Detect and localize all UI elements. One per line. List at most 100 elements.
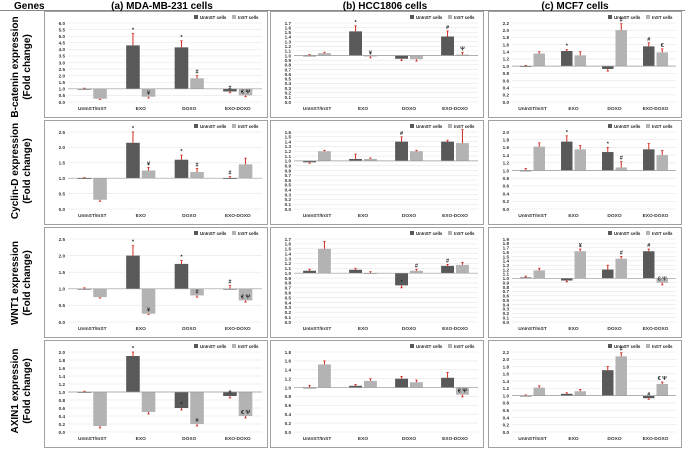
y-tick-label: 1.1: [285, 49, 292, 54]
y-tick-label: 2.0: [59, 253, 66, 258]
chart-panel-wnt1-mda-mb-231: 0.0 0.5 1.0 1.5 2.0 2.5 UnInST cells InST cells…: [44, 227, 268, 338]
significance-marker: *: [180, 402, 183, 408]
bar-inst-exo: [574, 149, 586, 171]
significance-marker: *: [400, 279, 403, 285]
bar-uninst-exo-doxo: [223, 88, 237, 92]
bar-uninst-doxo: [395, 55, 408, 59]
y-tick-label: 0.1: [285, 95, 292, 100]
row-label-line-2: (Fold change): [22, 34, 33, 100]
y-tick-label: 0.1: [285, 315, 292, 320]
y-tick-label: 3.0: [59, 60, 66, 65]
y-tick-label: 0.6: [503, 184, 510, 189]
y-tick-label: 0.0: [59, 320, 66, 325]
y-tick-label: 1.6: [285, 359, 292, 364]
legend-swatch-uninst: [194, 15, 198, 19]
y-tick-label: 1.2: [503, 386, 510, 391]
legend-swatch-uninst: [410, 124, 414, 128]
header-row: Genes (a) MDA-MB-231 cells (b) HCC1806 c…: [0, 1, 685, 12]
y-tick-label: 1.3: [285, 144, 292, 149]
bar-uninst-uninst-inst: [520, 277, 532, 279]
bar-inst-exo-doxo: [238, 88, 253, 96]
legend-swatch-uninst: [608, 344, 612, 348]
bar-inst-exo-doxo: [456, 143, 469, 161]
y-tick-label: 0.8: [59, 398, 66, 403]
bar-uninst-exo: [126, 142, 140, 179]
bar-uninst-doxo: [602, 269, 614, 279]
x-tick-label: EXO: [568, 326, 578, 332]
panel-border: [44, 11, 268, 118]
bar-inst-exo: [141, 392, 156, 412]
y-tick-label: 1.6: [285, 25, 292, 30]
significance-marker: #: [196, 289, 199, 295]
x-tick-label: EXO: [568, 106, 578, 112]
y-tick-label: 1.2: [285, 376, 292, 381]
x-tick-label: UnInST/InST: [78, 326, 107, 332]
significance-marker: #: [647, 37, 650, 43]
y-tick-label: 1.4: [285, 35, 292, 40]
significance-marker: #: [647, 392, 650, 398]
significance-marker: #: [647, 243, 650, 249]
legend: UnInST cells InST cells: [194, 15, 259, 20]
y-tick-label: 0.0: [285, 100, 292, 105]
legend-label-uninst: UnInST cells: [200, 344, 227, 349]
legend-swatch-uninst: [410, 15, 414, 19]
significance-marker: ¥: [147, 91, 151, 97]
y-tick-label: 0.6: [285, 72, 292, 77]
y-tick-label: 2.0: [503, 130, 510, 135]
bar-inst-uninst-inst: [533, 146, 545, 171]
y-tick-label: 0.5: [59, 303, 66, 308]
y-tick-label: 0.8: [503, 71, 510, 76]
row-label-axin1: AXIN1 expression (Fold change): [10, 348, 33, 433]
bar-inst-exo-doxo: [656, 52, 668, 67]
bar-inst-uninst-inst: [318, 151, 331, 161]
bar-inst-uninst-inst: [93, 178, 107, 200]
y-tick-label: 0.6: [503, 408, 510, 413]
y-tick-label: 0.4: [503, 85, 510, 90]
bar-inst-uninst-inst: [533, 387, 545, 396]
legend-label-inst: InST cells: [454, 15, 475, 20]
y-tick-label: 0.0: [59, 207, 66, 212]
x-tick-label: EXO: [136, 213, 146, 219]
y-tick-label: 2.0: [503, 357, 510, 362]
y-tick-label: 1.5: [503, 254, 510, 259]
y-tick-label: 0.9: [285, 276, 292, 281]
bar-inst-exo-doxo: [456, 54, 469, 56]
significance-marker: *: [132, 346, 135, 352]
legend-swatch-inst: [232, 124, 236, 128]
bar-uninst-doxo: [395, 378, 408, 388]
y-tick-label: 0.9: [285, 163, 292, 168]
y-tick-label: 0.9: [285, 58, 292, 63]
significance-marker: *: [132, 28, 135, 34]
row-label-line-1: B-catenin expression: [10, 16, 21, 117]
y-tick-label: 1.0: [59, 287, 66, 292]
bar-inst-exo: [574, 391, 586, 396]
bar-uninst-exo: [349, 31, 362, 56]
y-tick-label: 1.5: [285, 135, 292, 140]
legend-swatch-uninst: [608, 124, 612, 128]
y-tick-label: 4.5: [59, 41, 66, 46]
y-tick-label: 1.5: [59, 161, 66, 166]
legend-label-uninst: UnInST cells: [614, 231, 641, 236]
bar-inst-exo: [574, 55, 586, 67]
legend: UnInST cells InST cells: [608, 344, 673, 349]
bar-inst-doxo: [410, 55, 423, 60]
legend-swatch-inst: [232, 231, 236, 235]
significance-marker: #: [228, 85, 231, 91]
chart-panel-cyclin-d-mcf7: 0.0 0.2 0.4 0.6 0.8 1.0 1.2 1.4 1.6 1.8 2.0 UnInST …: [488, 120, 682, 225]
panel-border: [270, 120, 484, 225]
significance-marker: #: [620, 250, 623, 256]
y-tick-label: 1.0: [59, 390, 66, 395]
legend: UnInST cells InST cells: [608, 231, 673, 236]
y-tick-label: 1.4: [503, 50, 510, 55]
y-tick-label: 1.0: [285, 159, 292, 164]
legend-label-uninst: UnInST cells: [200, 231, 227, 236]
bar-uninst-uninst-inst: [77, 288, 92, 290]
y-tick-label: 0.8: [285, 63, 292, 68]
y-tick-label: 0.8: [503, 285, 510, 290]
bar-uninst-uninst-inst: [77, 178, 92, 179]
y-tick-label: 1.8: [503, 364, 510, 369]
bar-uninst-exo-doxo: [643, 251, 655, 279]
y-tick-label: 0.2: [503, 93, 510, 98]
x-tick-label: UnInST/InST: [78, 436, 107, 442]
